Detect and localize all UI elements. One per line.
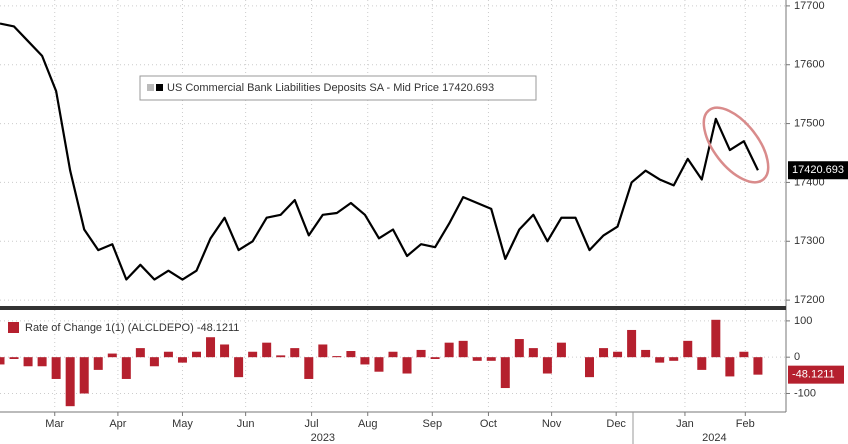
bar [500,357,510,389]
bottom-legend: Rate of Change 1(1) (ALCLDEPO) -48.1211 [8,322,239,334]
y-tick-label: 0 [794,351,800,363]
x-tick-label: May [172,418,193,430]
x-tick-label: Sep [423,418,443,430]
bar [234,357,244,378]
last-value-tag [788,161,848,180]
panel-separator [0,306,786,310]
bar [585,357,594,378]
legend-name: US Commercial Bank Liabilities Deposits … [167,82,439,94]
bar [206,337,216,358]
bar [374,357,384,372]
y-tick-label: 17600 [794,59,825,71]
bar [192,351,201,358]
legend-value: -48.1211 [197,322,240,334]
legend-label: Rate of Change 1(1) (ALCLDEPO) -48.1211 [25,322,239,334]
bar [318,344,328,358]
legend-box [139,75,537,101]
bar [262,342,272,358]
bar [0,357,5,365]
bar [163,351,173,358]
bar [739,351,749,358]
bar [135,348,145,358]
bar [599,348,609,358]
bar [79,357,89,394]
bar [276,355,286,358]
y-tick-label: 17200 [794,294,825,306]
year-label: 2023 [311,432,335,444]
bar [177,357,187,363]
y-tick-label: 17500 [794,117,825,129]
bar [290,348,300,358]
bar [402,357,412,374]
bar [149,357,159,367]
x-tick-label: Nov [542,418,562,430]
bar [416,349,426,358]
bar [683,340,693,358]
bar [627,329,637,358]
bar [360,357,370,365]
bar [430,357,440,359]
x-tick-label: Jun [237,418,255,430]
data-line [0,22,759,281]
bar [486,357,496,361]
legend-swatch [156,84,163,91]
bar [669,357,679,361]
bar [458,340,468,358]
y-tick-label: -100 [794,387,816,399]
last-value-label: 17420.693 [792,164,844,176]
x-tick-label: Mar [45,418,64,430]
last-value-label: -48.1211 [792,369,835,381]
x-tick-label: Feb [736,418,755,430]
legend-value: 17420.693 [442,82,494,94]
legend-label: US Commercial Bank Liabilities Deposits … [167,82,494,94]
bar [613,351,623,358]
x-tick-label: Jan [676,418,694,430]
bar [556,342,566,358]
bar [514,339,524,358]
bar [388,351,398,358]
bar [304,357,314,379]
legend-swatch [147,84,154,91]
bar [725,357,735,377]
bar [472,357,482,361]
bar [641,349,651,358]
bar [9,357,19,359]
bar [220,344,230,358]
x-tick-label: Dec [606,418,626,430]
bar [93,357,103,370]
bar [51,357,61,379]
bar [37,357,47,367]
top-legend: US Commercial Bank Liabilities Deposits … [139,75,537,101]
legend-swatch [8,322,19,333]
bar [107,353,117,358]
last-value-tag [788,365,844,384]
bar [248,351,258,358]
bar [697,357,707,370]
bar [528,348,538,358]
x-tick-label: Jul [305,418,319,430]
y-tick-label: 100 [794,315,812,327]
y-tick-label: 17400 [794,176,825,188]
bar [753,357,763,375]
y-tick-label: 17300 [794,235,825,247]
bar [332,356,342,358]
bar [711,319,721,358]
bar [444,342,454,358]
bar [655,357,665,363]
x-tick-label: Aug [358,418,378,430]
y-tick-label: 17700 [794,0,825,12]
legend-name: Rate of Change 1(1) (ALCLDEPO) [25,322,194,334]
bar [121,357,131,379]
bar [23,357,33,367]
year-label: 2024 [702,432,726,444]
highlight-ellipse [702,106,770,184]
overlay: US Commercial Bank Liabilities Deposits … [8,75,770,334]
bar [65,357,75,407]
x-tick-label: Oct [480,418,497,430]
bar [346,351,356,358]
x-tick-label: Apr [109,418,126,430]
bar [542,357,552,374]
